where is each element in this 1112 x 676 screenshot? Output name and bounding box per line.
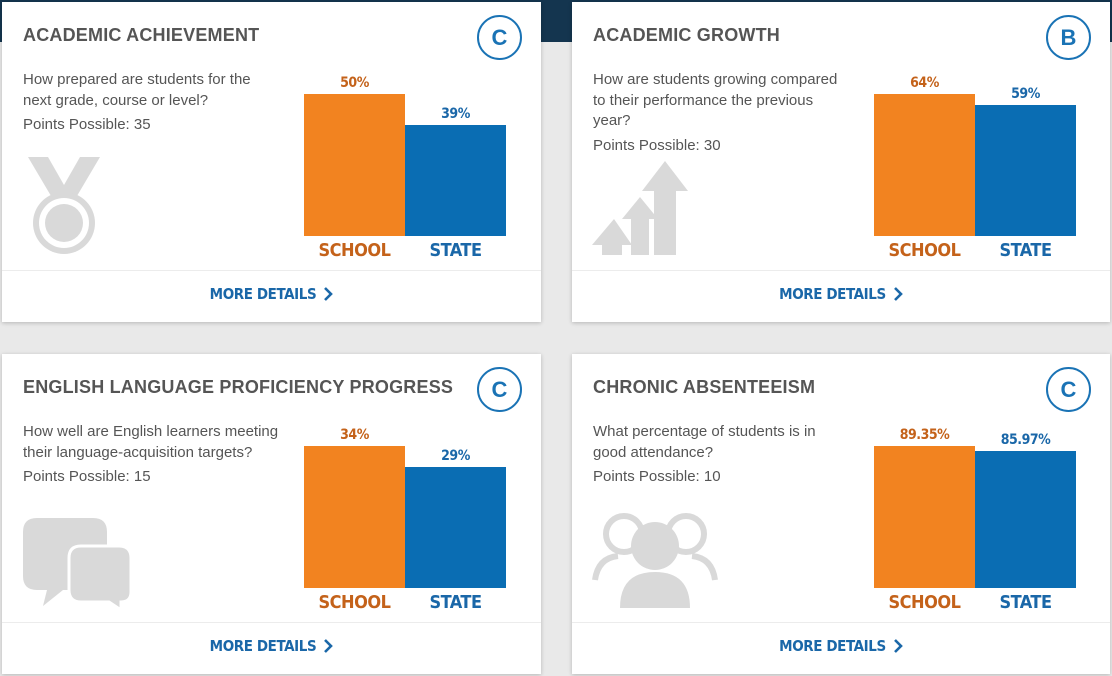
- state-value-label: 29%: [441, 448, 470, 464]
- card-english-language-proficiency: ENGLISH LANGUAGE PROFICIENCY PROGRESS C …: [2, 354, 541, 674]
- more-details-link[interactable]: MORE DETAILS: [779, 637, 903, 655]
- state-value-label: 59%: [1011, 86, 1040, 102]
- chevron-right-icon: [324, 286, 334, 301]
- card-footer: MORE DETAILS: [572, 622, 1110, 674]
- question-text: What percentage of students is in good a…: [593, 423, 816, 461]
- state-category-label: STATE: [429, 240, 482, 261]
- grade-badge: C: [1046, 367, 1091, 412]
- more-details-link[interactable]: MORE DETAILS: [210, 285, 334, 303]
- card-title: ACADEMIC ACHIEVEMENT: [23, 25, 260, 45]
- bar-chart: 34% 29% SCHOOL STATE: [304, 427, 506, 613]
- points-possible: Points Possible: 30: [593, 136, 721, 154]
- card-title: CHRONIC ABSENTEEISM: [593, 377, 816, 397]
- state-value-label: 39%: [441, 106, 470, 122]
- bar-chart: 50% 39% SCHOOL STATE: [304, 75, 506, 261]
- grade-badge: C: [477, 367, 522, 412]
- school-value-label: 50%: [340, 75, 369, 91]
- more-details-label: MORE DETAILS: [209, 284, 317, 303]
- school-category-label: SCHOOL: [318, 240, 391, 261]
- bar-chart: 64% 59% SCHOOL STATE: [874, 75, 1076, 261]
- more-details-link[interactable]: MORE DETAILS: [210, 637, 334, 655]
- state-category-label: STATE: [999, 592, 1052, 613]
- state-bar: [975, 105, 1076, 236]
- state-value-label: 85.97%: [1000, 432, 1051, 448]
- school-bar: [304, 94, 405, 236]
- card-footer: MORE DETAILS: [2, 622, 541, 674]
- card-question: How well are English learners meeting th…: [23, 422, 283, 488]
- points-possible: Points Possible: 15: [23, 468, 151, 485]
- card-title: ACADEMIC GROWTH: [593, 25, 780, 45]
- state-bar: [405, 467, 506, 588]
- chevron-right-icon: [893, 638, 903, 653]
- card-chronic-absenteeism: CHRONIC ABSENTEEISM C What percentage of…: [572, 354, 1110, 674]
- card-academic-growth: ACADEMIC GROWTH B How are students growi…: [572, 2, 1110, 322]
- chat-bubbles-icon: [23, 518, 131, 610]
- points-possible: Points Possible: 35: [23, 116, 151, 133]
- school-bar: [874, 446, 975, 588]
- card-question: How prepared are students for the next g…: [23, 70, 283, 136]
- bar-chart: 89.35% 85.97% SCHOOL STATE: [874, 427, 1076, 613]
- chevron-right-icon: [893, 286, 903, 301]
- state-bar: [405, 125, 506, 236]
- question-text: How well are English learners meeting th…: [23, 423, 279, 461]
- school-value-label: 64%: [910, 75, 939, 91]
- grade-badge: B: [1046, 15, 1091, 60]
- grade-badge: C: [477, 15, 522, 60]
- more-details-link[interactable]: MORE DETAILS: [779, 285, 903, 303]
- card-footer: MORE DETAILS: [572, 270, 1110, 322]
- card-footer: MORE DETAILS: [2, 270, 541, 322]
- school-category-label: SCHOOL: [888, 240, 961, 261]
- school-category-label: SCHOOL: [318, 592, 391, 613]
- question-text: How prepared are students for the next g…: [23, 71, 251, 109]
- school-value-label: 89.35%: [899, 427, 950, 443]
- growth-arrows-icon: [592, 161, 688, 255]
- more-details-label: MORE DETAILS: [779, 636, 886, 655]
- school-category-label: SCHOOL: [888, 592, 961, 613]
- points-possible: Points Possible: 10: [593, 468, 721, 485]
- chevron-right-icon: [324, 638, 334, 653]
- state-category-label: STATE: [999, 240, 1052, 261]
- more-details-label: MORE DETAILS: [209, 636, 317, 655]
- school-bar: [304, 446, 405, 588]
- state-category-label: STATE: [429, 592, 482, 613]
- state-bar: [975, 451, 1076, 588]
- card-title: ENGLISH LANGUAGE PROFICIENCY PROGRESS: [23, 377, 454, 397]
- school-value-label: 34%: [340, 427, 369, 443]
- card-question: How are students growing compared to the…: [593, 70, 853, 156]
- card-question: What percentage of students is in good a…: [593, 422, 853, 488]
- school-bar: [874, 94, 975, 236]
- people-icon: [592, 513, 718, 608]
- more-details-label: MORE DETAILS: [779, 284, 886, 303]
- medal-icon: [28, 157, 100, 254]
- card-academic-achievement: ACADEMIC ACHIEVEMENT C How prepared are …: [2, 2, 541, 322]
- question-text: How are students growing compared to the…: [593, 71, 838, 129]
